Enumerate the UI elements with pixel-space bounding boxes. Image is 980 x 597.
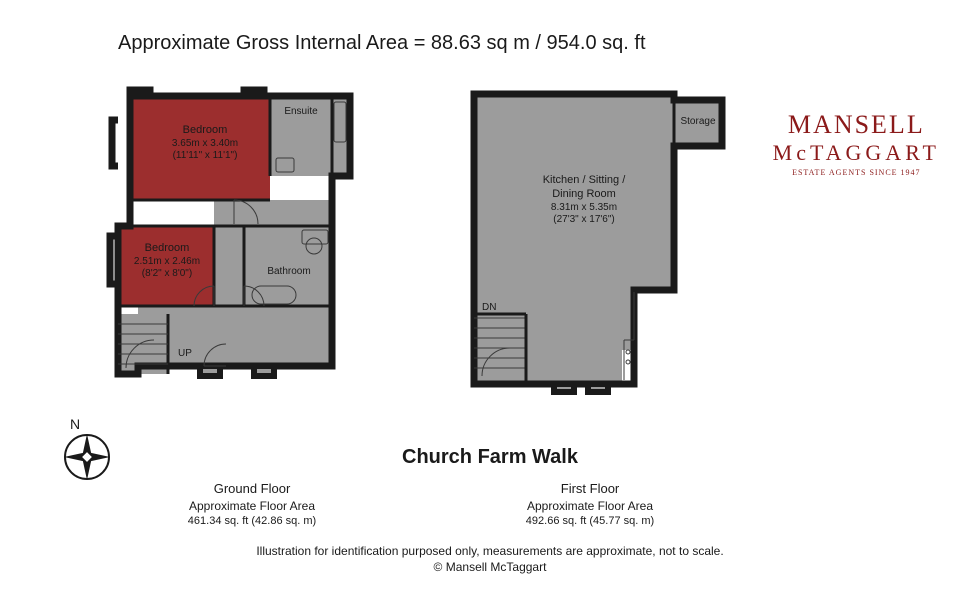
bedroom1-dim-ft: (11'11" x 11'1") bbox=[160, 150, 250, 163]
logo-tagline: ESTATE AGENTS SINCE 1947 bbox=[773, 168, 940, 177]
disclaimer-l2: © Mansell McTaggart bbox=[0, 560, 980, 576]
ground-floor-caption: Ground Floor Approximate Floor Area 461.… bbox=[112, 480, 392, 529]
bedroom1-name: Bedroom bbox=[160, 124, 250, 138]
logo-line2: McTAGGART bbox=[773, 140, 940, 166]
kitchen-label: Kitchen / Sitting / Dining Room 8.31m x … bbox=[524, 174, 644, 227]
bedroom2-label: Bedroom 2.51m x 2.46m (8'2" x 8'0") bbox=[122, 242, 212, 281]
kitchen-dim-m: 8.31m x 5.35m bbox=[524, 202, 644, 215]
stair-up-label: UP bbox=[178, 348, 192, 359]
gross-area-header: Approximate Gross Internal Area = 88.63 … bbox=[118, 32, 646, 55]
gf-caption-l2: Approximate Floor Area bbox=[112, 498, 392, 514]
compass-n-label: N bbox=[70, 416, 80, 432]
first-floor-plan: Kitchen / Sitting / Dining Room 8.31m x … bbox=[454, 80, 734, 400]
first-floor-caption: First Floor Approximate Floor Area 492.6… bbox=[450, 480, 730, 529]
disclaimer: Illustration for identification purposed… bbox=[0, 544, 980, 575]
kitchen-name: Kitchen / Sitting / Dining Room bbox=[524, 174, 644, 202]
bedroom2-dim-ft: (8'2" x 8'0") bbox=[122, 268, 212, 281]
ground-floor-plan: Bedroom 3.65m x 3.40m (11'11" x 11'1") E… bbox=[104, 76, 384, 396]
disclaimer-l1: Illustration for identification purposed… bbox=[0, 544, 980, 560]
bathroom-label: Bathroom bbox=[254, 266, 324, 279]
agency-logo: MANSELL McTAGGART ESTATE AGENTS SINCE 19… bbox=[773, 110, 940, 177]
storage-label: Storage bbox=[676, 116, 720, 129]
bedroom1-label: Bedroom 3.65m x 3.40m (11'11" x 11'1") bbox=[160, 124, 250, 163]
ff-caption-l1: First Floor bbox=[450, 480, 730, 498]
ff-caption-l2: Approximate Floor Area bbox=[450, 498, 730, 514]
property-title: Church Farm Walk bbox=[0, 446, 980, 469]
ff-caption-l3: 492.66 sq. ft (45.77 sq. m) bbox=[450, 514, 730, 529]
ensuite-label: Ensuite bbox=[274, 106, 328, 119]
gf-caption-l1: Ground Floor bbox=[112, 480, 392, 498]
logo-line1: MANSELL bbox=[773, 110, 940, 140]
floorplans-container: Bedroom 3.65m x 3.40m (11'11" x 11'1") E… bbox=[104, 76, 744, 406]
kitchen-dim-ft: (27'3" x 17'6") bbox=[524, 214, 644, 227]
stair-dn-label: DN bbox=[482, 302, 496, 313]
bedroom2-dim-m: 2.51m x 2.46m bbox=[122, 256, 212, 269]
bedroom1-dim-m: 3.65m x 3.40m bbox=[160, 138, 250, 151]
gf-caption-l3: 461.34 sq. ft (42.86 sq. m) bbox=[112, 514, 392, 529]
bedroom2-name: Bedroom bbox=[122, 242, 212, 256]
